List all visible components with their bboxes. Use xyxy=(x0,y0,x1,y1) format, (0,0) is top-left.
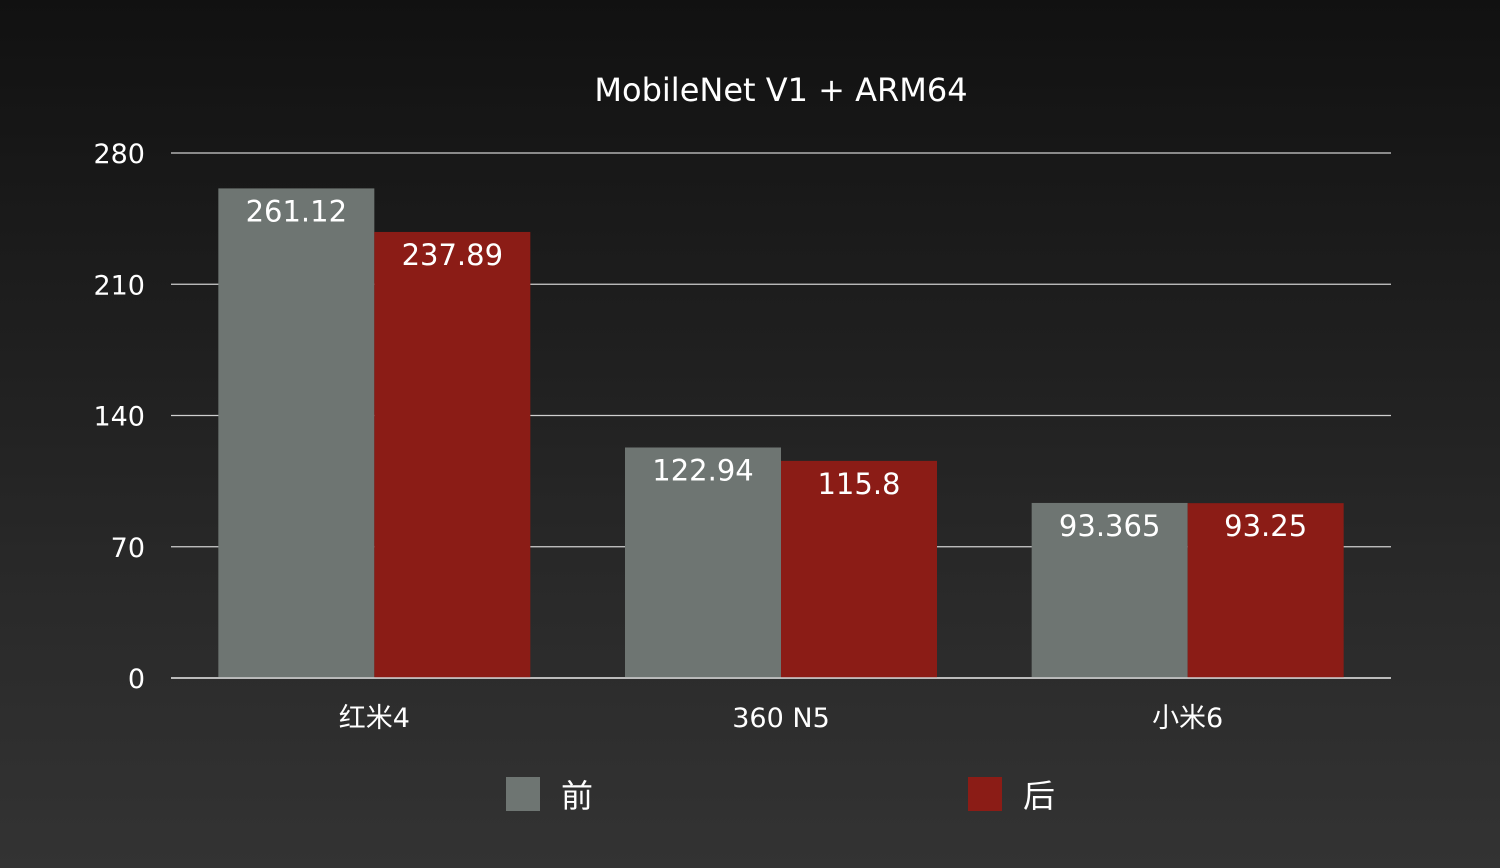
x-tick-label: 小米6 xyxy=(1152,703,1223,734)
y-tick-label: 280 xyxy=(93,139,145,170)
bar xyxy=(1187,503,1344,678)
data-label: 122.94 xyxy=(652,453,753,487)
y-tick-label: 140 xyxy=(93,402,145,433)
x-tick-label: 红米4 xyxy=(339,703,410,734)
bar xyxy=(781,460,937,678)
legend-swatch xyxy=(506,777,540,811)
data-label: 93.25 xyxy=(1224,509,1307,543)
data-label: 115.8 xyxy=(817,467,900,501)
bar xyxy=(374,231,531,679)
bar xyxy=(218,188,375,678)
data-label: 237.89 xyxy=(402,238,503,272)
data-label: 93.365 xyxy=(1059,509,1160,543)
chart-title: MobileNet V1 + ARM64 xyxy=(594,71,967,109)
bar xyxy=(1031,502,1188,678)
y-tick-label: 70 xyxy=(111,533,145,564)
data-label: 261.12 xyxy=(246,194,347,228)
y-tick-label: 210 xyxy=(93,270,145,301)
legend-label: 前 xyxy=(561,777,593,815)
bar xyxy=(625,447,781,678)
y-tick-label: 0 xyxy=(128,664,145,695)
legend-label: 后 xyxy=(1023,777,1055,815)
legend-swatch xyxy=(968,777,1002,811)
x-tick-label: 360 N5 xyxy=(732,703,830,734)
